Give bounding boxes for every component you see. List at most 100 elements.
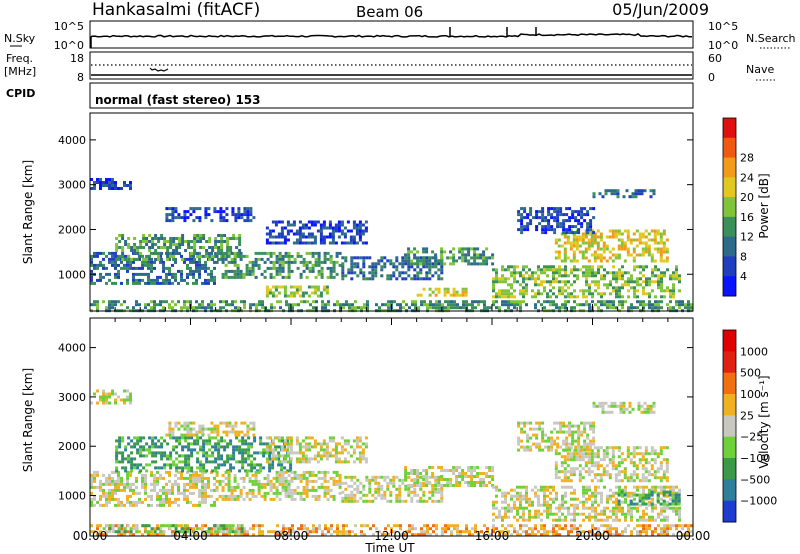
range-time-cell bbox=[636, 277, 639, 281]
range-time-cell bbox=[178, 246, 182, 249]
range-time-cell bbox=[229, 249, 233, 252]
range-time-cell bbox=[102, 266, 105, 270]
range-time-cell bbox=[555, 306, 558, 310]
range-time-cell bbox=[237, 527, 240, 531]
range-time-cell bbox=[627, 491, 630, 495]
range-time-cell bbox=[464, 247, 468, 251]
range-time-cell bbox=[281, 485, 285, 489]
range-time-cell bbox=[123, 398, 126, 402]
range-time-cell bbox=[611, 229, 615, 233]
range-time-cell bbox=[129, 392, 132, 396]
range-time-cell bbox=[572, 253, 576, 257]
range-time-cell bbox=[543, 509, 546, 513]
range-time-cell bbox=[199, 237, 203, 240]
range-time-cell bbox=[374, 481, 378, 485]
range-time-cell bbox=[168, 473, 171, 477]
range-time-cell bbox=[251, 494, 255, 498]
range-time-cell bbox=[278, 269, 282, 273]
range-time-cell bbox=[552, 300, 555, 304]
range-time-cell bbox=[318, 527, 321, 531]
range-time-cell bbox=[225, 303, 228, 307]
range-time-cell bbox=[186, 427, 190, 431]
range-time-cell bbox=[157, 451, 161, 455]
range-time-cell bbox=[522, 280, 525, 284]
range-time-cell bbox=[659, 235, 663, 239]
range-time-cell bbox=[438, 306, 441, 310]
range-time-cell bbox=[90, 263, 93, 267]
range-time-cell bbox=[254, 263, 258, 267]
range-time-cell bbox=[302, 473, 306, 477]
range-time-cell bbox=[458, 484, 462, 487]
range-time-cell bbox=[102, 184, 105, 187]
range-time-cell bbox=[177, 497, 180, 501]
range-time-cell bbox=[237, 216, 241, 220]
range-time-cell bbox=[410, 262, 414, 266]
range-time-cell bbox=[578, 235, 582, 239]
range-time-cell bbox=[461, 287, 465, 291]
range-time-cell bbox=[269, 260, 273, 264]
range-time-cell bbox=[247, 442, 251, 446]
range-time-cell bbox=[299, 473, 303, 477]
range-time-cell bbox=[275, 485, 279, 489]
range-time-cell bbox=[416, 475, 420, 478]
range-time-cell bbox=[628, 195, 632, 199]
range-time-cell bbox=[368, 499, 372, 503]
range-time-cell bbox=[356, 274, 360, 278]
range-time-cell bbox=[563, 470, 567, 474]
range-time-cell bbox=[312, 300, 315, 304]
range-time-cell bbox=[476, 472, 480, 475]
range-time-cell bbox=[572, 244, 576, 248]
range-time-cell bbox=[208, 255, 212, 258]
range-time-cell bbox=[666, 524, 669, 528]
range-time-cell bbox=[434, 271, 438, 275]
range-time-cell bbox=[480, 530, 483, 534]
range-time-cell bbox=[578, 476, 582, 480]
range-time-cell bbox=[531, 533, 534, 537]
range-time-cell bbox=[254, 479, 258, 483]
range-time-cell bbox=[108, 491, 111, 495]
range-time-cell bbox=[398, 274, 402, 278]
range-time-cell bbox=[549, 303, 552, 307]
range-time-cell bbox=[175, 463, 179, 467]
range-time-cell bbox=[307, 226, 311, 230]
range-time-cell bbox=[492, 530, 495, 534]
range-time-cell bbox=[177, 281, 180, 285]
range-time-cell bbox=[532, 216, 536, 220]
range-time-cell bbox=[419, 499, 423, 503]
range-time-cell bbox=[232, 237, 236, 240]
range-time-cell bbox=[165, 500, 168, 504]
range-time-cell bbox=[446, 484, 450, 487]
range-time-cell bbox=[147, 266, 150, 270]
range-time-cell bbox=[564, 491, 567, 495]
range-time-cell bbox=[315, 530, 318, 534]
range-time-cell bbox=[362, 256, 366, 260]
range-time-cell bbox=[338, 485, 342, 489]
range-time-cell bbox=[299, 260, 303, 264]
range-time-cell bbox=[163, 454, 167, 458]
range-time-cell bbox=[340, 220, 344, 224]
range-time-cell bbox=[265, 226, 269, 230]
range-time-cell bbox=[443, 262, 447, 266]
range-time-cell bbox=[249, 427, 253, 431]
range-time-cell bbox=[151, 243, 155, 246]
range-time-cell bbox=[513, 500, 516, 504]
range-time-cell bbox=[645, 506, 648, 510]
range-time-cell bbox=[407, 487, 411, 491]
range-time-cell bbox=[217, 246, 221, 249]
range-time-cell bbox=[141, 263, 144, 267]
range-time-cell bbox=[522, 265, 525, 269]
range-time-cell bbox=[352, 439, 356, 443]
range-time-cell bbox=[635, 238, 639, 242]
range-time-cell bbox=[292, 285, 296, 289]
range-time-cell bbox=[111, 476, 114, 480]
range-time-cell bbox=[108, 303, 111, 307]
range-time-cell bbox=[271, 220, 275, 224]
range-time-cell bbox=[228, 421, 232, 425]
range-time-cell bbox=[520, 219, 524, 223]
range-time-cell bbox=[474, 530, 477, 534]
range-time-cell bbox=[479, 484, 483, 487]
range-time-cell bbox=[102, 503, 105, 507]
range-time-cell bbox=[597, 268, 600, 272]
range-time-cell bbox=[678, 274, 681, 278]
range-time-cell bbox=[216, 433, 220, 437]
